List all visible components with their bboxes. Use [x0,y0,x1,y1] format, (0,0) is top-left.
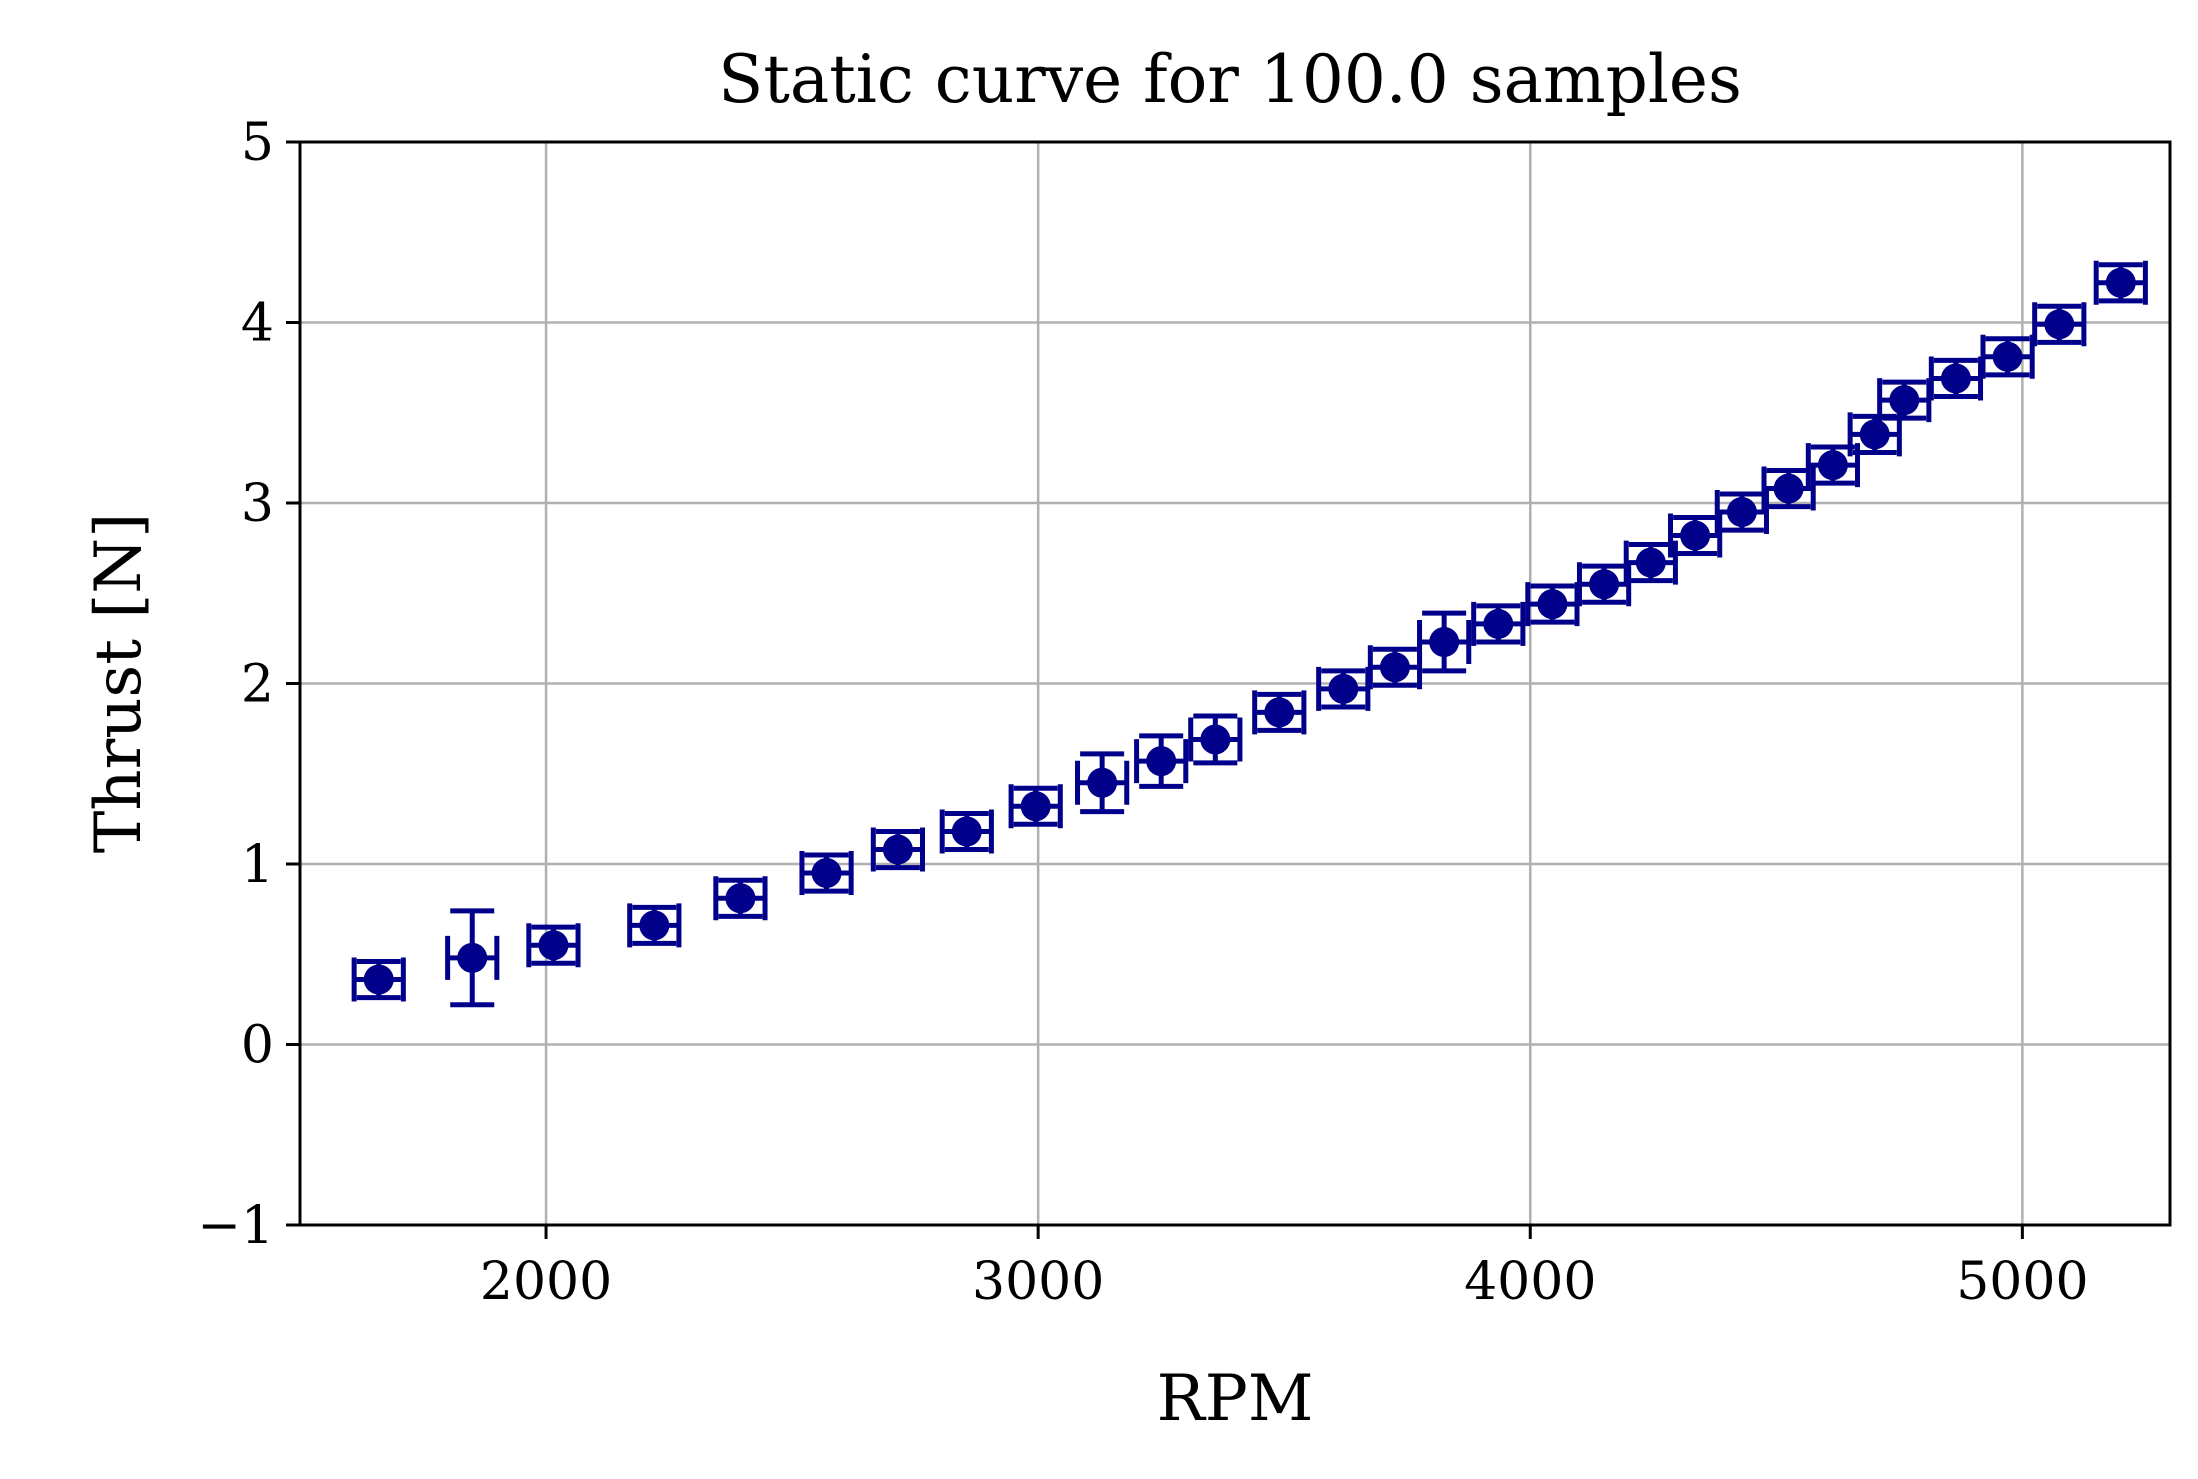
marker [2105,267,2136,298]
marker [725,883,756,914]
data-point [2032,302,2087,347]
y-axis-title: Thrust [N] [82,513,156,854]
marker [1817,450,1848,481]
marker [457,942,488,973]
marker [1483,608,1514,639]
data-point [445,908,500,1008]
data-point [1008,784,1063,829]
marker [1328,673,1359,704]
data-point [526,923,581,968]
data-point [1075,751,1130,815]
data-point [1417,610,1472,674]
data-point [1525,582,1580,627]
y-tick-label: −1 [197,1196,274,1256]
marker [1537,589,1568,620]
marker [1635,547,1666,578]
data-point [1928,356,1984,401]
data-point [713,876,768,921]
data-point [1252,690,1307,735]
y-tick-label: 1 [241,835,274,895]
chart-title: Static curve for 100.0 samples [718,41,1742,118]
data-point [351,957,406,1002]
y-tick-label: 0 [241,1016,274,1076]
marker [1889,385,1920,416]
data-point [1623,540,1678,585]
marker [1773,473,1804,504]
marker [1087,767,1118,798]
data-points [351,260,2148,1008]
data-point [1188,713,1243,766]
y-tick-label: 4 [241,294,274,354]
y-tick-label: 5 [241,113,274,173]
data-point [1761,466,1816,511]
marker [1429,626,1460,657]
data-point [1367,645,1423,690]
data-point [870,827,926,872]
data-point [627,903,682,948]
marker [1264,697,1295,728]
marker [1589,569,1620,600]
marker [1992,341,2023,372]
marker [1200,724,1231,755]
data-point [2093,260,2148,305]
marker [363,964,394,995]
marker [639,910,670,941]
x-tick-label: 4000 [1464,1252,1596,1312]
x-axis-title: RPM [1157,1362,1314,1436]
data-point [799,851,854,896]
data-point [1134,733,1189,789]
marker [1680,520,1711,551]
marker [2044,309,2075,340]
x-tick-label: 5000 [1956,1252,2088,1312]
marker [951,816,982,847]
marker [882,834,913,865]
data-point [1668,513,1723,558]
marker [1940,363,1971,394]
x-tick-label: 2000 [480,1252,612,1312]
marker [1859,419,1890,450]
y-tick-label: 3 [241,474,274,534]
marker [1726,497,1757,528]
marker [811,858,842,889]
data-point [1471,601,1526,646]
data-point [1805,443,1861,488]
marker [538,930,569,961]
x-tick-label: 3000 [972,1252,1104,1312]
data-point [1576,562,1632,607]
data-point [1714,490,1769,535]
axis-ticks: 2000 3000 4000 5000 −1 0 1 2 3 4 5 [197,113,2088,1312]
marker [1146,746,1177,777]
y-tick-label: 2 [241,655,274,715]
grid [300,140,2170,1227]
data-point [1980,334,2035,379]
marker [1020,791,1051,822]
marker [1379,652,1410,683]
data-point [939,809,994,854]
data-point [1316,666,1371,711]
